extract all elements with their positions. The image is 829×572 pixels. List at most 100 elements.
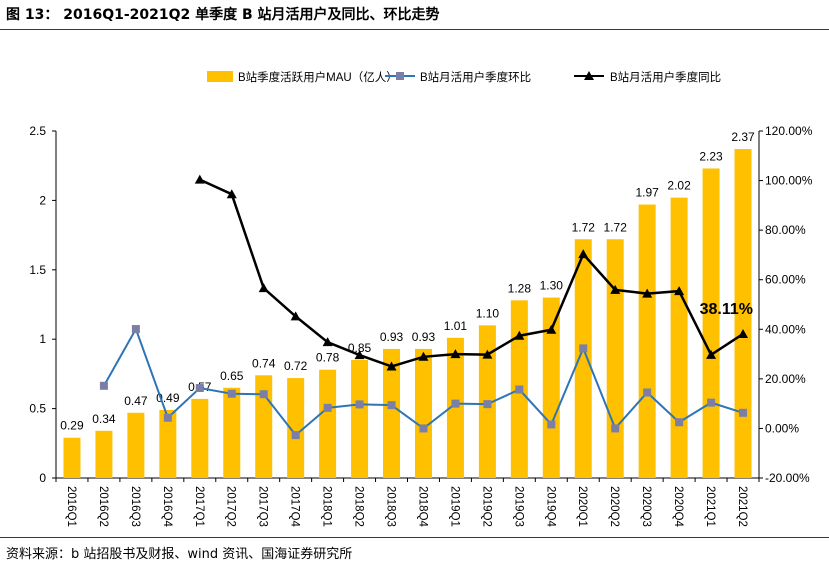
bar-value-label: 1.72	[604, 220, 628, 234]
x-tick-label: 2019Q4	[544, 486, 556, 528]
y2-tick-label: 20.00%	[765, 372, 806, 386]
qoq-point	[643, 388, 652, 397]
x-tick-label: 2020Q1	[576, 486, 588, 527]
x-tick-label: 2017Q3	[257, 486, 269, 527]
bar	[702, 168, 720, 478]
x-tick-label: 2016Q1	[65, 486, 77, 527]
bar	[542, 297, 560, 478]
legend-label-bar: B站季度活跃用户MAU（亿人）	[238, 70, 398, 84]
x-tick-label: 2018Q2	[353, 486, 365, 527]
x-tick-label: 2018Q4	[416, 486, 428, 528]
bar	[414, 348, 432, 478]
bar-value-label: 0.65	[220, 369, 244, 383]
yoy-point	[450, 349, 461, 359]
x-tick-label: 2018Q3	[384, 486, 396, 527]
yoy-series	[194, 174, 749, 371]
bar	[734, 149, 752, 478]
bar-value-label: 0.34	[92, 412, 116, 426]
qoq-point	[259, 390, 268, 399]
legend-marker-qoq	[396, 72, 404, 80]
y-tick-label: 1	[39, 332, 46, 346]
x-tick-label: 2016Q2	[97, 486, 109, 527]
y2-tick-label: 40.00%	[765, 322, 806, 336]
figure-title: 图 13： 2016Q1-2021Q2 单季度 B 站月活用户及同比、环比走势	[6, 7, 440, 23]
x-tick-label: 2020Q3	[640, 486, 652, 527]
qoq-point	[675, 418, 684, 427]
yoy-point	[322, 337, 333, 347]
qoq-point	[99, 381, 108, 390]
x-tick-label: 2020Q2	[608, 486, 620, 527]
legend-swatch-bar	[207, 71, 233, 82]
x-tick-label: 2017Q1	[193, 486, 205, 527]
qoq-point	[451, 399, 460, 408]
qoq-point	[387, 401, 396, 410]
bar	[159, 409, 177, 478]
qoq-point	[611, 424, 620, 433]
qoq-point	[419, 424, 428, 433]
bar	[574, 239, 592, 478]
qoq-point	[131, 325, 140, 334]
x-tick-label: 2016Q4	[161, 486, 173, 528]
yoy-point	[482, 349, 493, 359]
bottom-rule	[0, 537, 829, 538]
yoy-point	[194, 174, 205, 184]
bar-value-label: 1.30	[540, 279, 564, 293]
x-tick-label: 2018Q1	[321, 486, 333, 527]
qoq-point	[227, 389, 236, 398]
qoq-point	[579, 344, 588, 353]
yoy-point	[514, 330, 525, 340]
bar-value-label: 1.97	[635, 186, 659, 200]
bar	[95, 430, 113, 478]
x-tick-label: 2019Q3	[512, 486, 524, 527]
y2-tick-label: 80.00%	[765, 223, 806, 237]
y2-tick-label: 120.00%	[765, 124, 813, 138]
yoy-point	[610, 284, 621, 294]
yoy-point	[578, 249, 589, 259]
bar-value-label: 2.23	[699, 149, 723, 163]
bar-labels: 0.290.340.470.490.570.650.740.720.780.85…	[60, 130, 755, 433]
yoy-point	[290, 311, 301, 321]
qoq-point	[355, 400, 364, 409]
x-tick-label: 2019Q1	[448, 486, 460, 527]
yoy-point	[546, 324, 557, 334]
legend-marker-yoy	[584, 71, 594, 80]
x-tick-label: 2021Q1	[704, 486, 716, 527]
yoy-point	[386, 361, 397, 371]
bar-value-label: 0.93	[380, 330, 404, 344]
bar-value-label: 2.02	[667, 179, 691, 193]
qoq-point	[515, 385, 524, 394]
bar-value-label: 1.72	[572, 220, 596, 234]
x-tick-label: 2016Q3	[129, 486, 141, 527]
bar-value-label: 0.72	[284, 359, 308, 373]
bar	[638, 204, 656, 478]
bar-value-label: 1.28	[508, 281, 532, 295]
bar-value-label: 0.47	[124, 394, 148, 408]
legend-label-yoy: B站月活用户季度同比	[610, 70, 721, 84]
yoy-point	[226, 189, 237, 199]
bar-value-label: 0.29	[60, 419, 84, 433]
bar-series	[63, 149, 752, 478]
bar-value-label: 2.37	[731, 130, 755, 144]
bar-value-label: 1.10	[476, 306, 500, 320]
yoy-line	[199, 178, 744, 368]
bar	[287, 378, 305, 478]
bar-value-label: 1.01	[444, 319, 468, 333]
top-rule	[0, 29, 829, 30]
x-tick-label: 2020Q4	[672, 486, 684, 528]
y-tick-label: 0.5	[29, 402, 46, 416]
y-tick-label: 2	[39, 193, 46, 207]
qoq-point	[163, 413, 172, 422]
annotations: 38.11%	[700, 301, 753, 318]
yoy-annotation: 38.11%	[700, 301, 753, 318]
x-tick-label: 2017Q4	[289, 486, 301, 528]
qoq-point	[195, 384, 204, 393]
qoq-point	[323, 403, 332, 412]
yoy-point	[738, 328, 749, 338]
bar-value-label: 0.78	[316, 351, 340, 365]
qoq-point	[291, 431, 300, 440]
y-tick-label: 2.5	[29, 124, 46, 138]
y2-tick-label: -20.00%	[765, 471, 810, 485]
bar	[670, 197, 688, 478]
bar	[351, 360, 369, 478]
bar	[191, 398, 209, 478]
